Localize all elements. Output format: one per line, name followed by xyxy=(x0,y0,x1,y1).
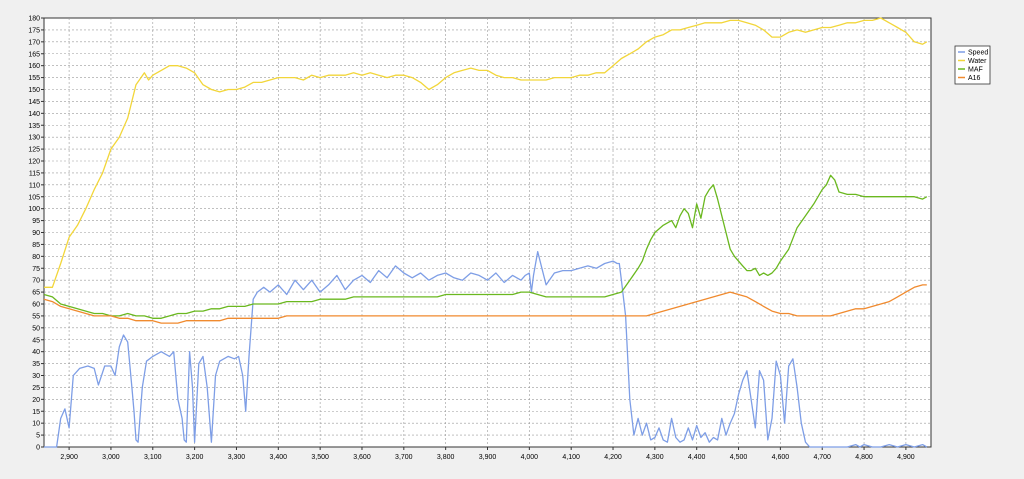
series-line-maf xyxy=(43,174,928,319)
y-tick-label: 20 xyxy=(32,397,40,404)
x-tick-label: 4,200 xyxy=(604,454,622,461)
y-tick-label: 100 xyxy=(28,206,40,213)
x-tick-label: 3,000 xyxy=(102,454,120,461)
y-tick-label: 45 xyxy=(32,337,40,344)
y-tick-label: 75 xyxy=(32,266,40,273)
y-tick-label: 30 xyxy=(32,373,40,380)
x-tick-label: 3,100 xyxy=(144,454,162,461)
y-tick-label: 10 xyxy=(32,421,40,428)
y-tick-label: 165 xyxy=(28,51,40,58)
x-tick-label: 4,100 xyxy=(562,454,580,461)
y-tick-label: 145 xyxy=(28,99,40,106)
series-line-water xyxy=(44,17,928,288)
x-tick-label: 4,000 xyxy=(521,454,539,461)
x-tick-label: 3,900 xyxy=(479,454,497,461)
y-tick-label: 65 xyxy=(32,290,40,297)
x-tick-label: 3,700 xyxy=(395,454,413,461)
y-tick-label: 60 xyxy=(32,302,40,309)
y-tick-label: 50 xyxy=(32,325,40,332)
x-tick-label: 4,600 xyxy=(772,454,790,461)
legend-label-speed: Speed xyxy=(968,50,988,57)
legend-label-a16: A16 xyxy=(968,75,981,82)
y-tick-label: 80 xyxy=(32,254,40,261)
y-tick-label: 180 xyxy=(28,16,40,23)
x-tick-label: 3,600 xyxy=(353,454,371,461)
x-tick-label: 2,900 xyxy=(60,454,78,461)
y-tick-label: 105 xyxy=(28,194,40,201)
y-axis: 0 5 10 15 20 25 30 35 40 45 50 55 60 65 70 75 80 85 90 95 10… xyxy=(28,16,44,452)
y-tick-label: 160 xyxy=(28,63,40,70)
x-tick-label: 3,300 xyxy=(228,454,246,461)
legend-label-maf: MAF xyxy=(968,67,983,74)
series-line-speed xyxy=(44,250,928,448)
x-tick-label: 4,500 xyxy=(730,454,748,461)
legend-label-water: Water xyxy=(968,58,987,65)
y-tick-label: 0 xyxy=(36,445,40,452)
y-tick-label: 155 xyxy=(28,75,40,82)
y-tick-label: 35 xyxy=(32,361,40,368)
y-tick-label: 140 xyxy=(28,111,40,118)
series-line-a16 xyxy=(43,284,927,324)
x-tick-label: 4,900 xyxy=(897,454,915,461)
y-tick-label: 115 xyxy=(29,170,40,177)
y-tick-label: 40 xyxy=(32,349,40,356)
x-tick-label: 4,300 xyxy=(646,454,664,461)
x-tick-label: 3,200 xyxy=(186,454,204,461)
x-tick-label: 4,400 xyxy=(688,454,706,461)
x-tick-label: 3,500 xyxy=(311,454,329,461)
y-tick-label: 175 xyxy=(28,27,40,34)
series-lines xyxy=(43,17,928,448)
y-tick-label: 55 xyxy=(32,313,40,320)
y-tick-label: 5 xyxy=(36,433,40,440)
x-tick-label: 3,400 xyxy=(270,454,288,461)
y-tick-label: 125 xyxy=(28,147,40,154)
x-tick-label: 4,800 xyxy=(855,454,873,461)
y-tick-label: 120 xyxy=(28,159,40,166)
x-axis: 2,900 3,000 3,100 3,200 3,300 3,400 3,500 3,600… xyxy=(60,447,915,461)
y-tick-label: 25 xyxy=(32,385,40,392)
y-tick-label: 150 xyxy=(28,87,40,94)
y-tick-label: 95 xyxy=(32,218,40,225)
y-tick-label: 15 xyxy=(32,409,40,416)
y-tick-label: 110 xyxy=(29,182,40,189)
y-tick-label: 70 xyxy=(32,278,40,285)
x-tick-label: 3,800 xyxy=(437,454,455,461)
x-tick-label: 4,700 xyxy=(813,454,831,461)
y-tick-label: 130 xyxy=(28,135,40,142)
y-tick-label: 170 xyxy=(28,39,40,46)
y-tick-label: 85 xyxy=(32,242,40,249)
y-tick-label: 90 xyxy=(32,230,40,237)
y-tick-label: 135 xyxy=(28,123,40,130)
